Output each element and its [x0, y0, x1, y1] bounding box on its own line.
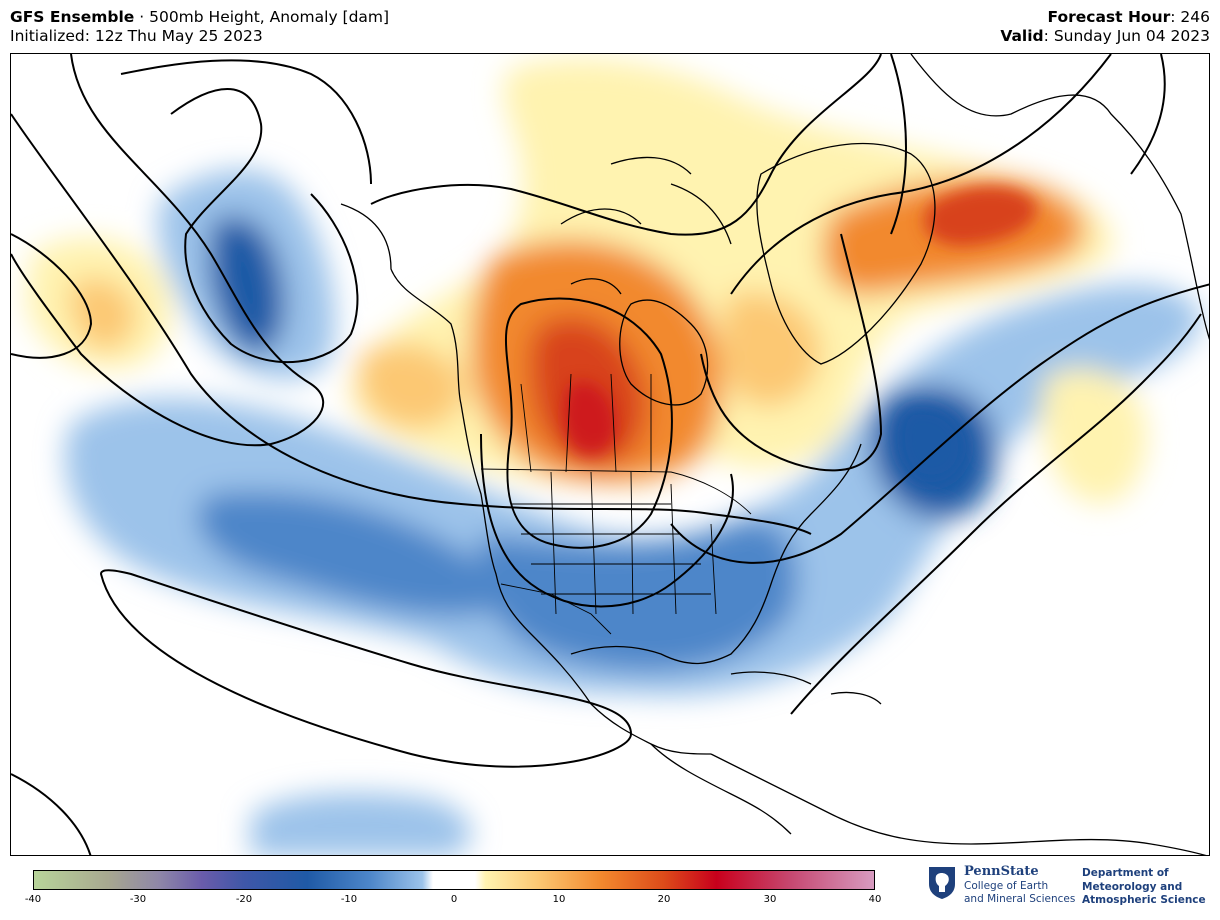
anomaly-map — [11, 54, 1209, 855]
header-left: GFS Ensemble · 500mb Height, Anomaly [da… — [10, 8, 389, 46]
positive-anomaly-bc — [358, 343, 464, 429]
colorbar-gradient — [34, 871, 874, 889]
colorbar-tick: 20 — [657, 894, 671, 905]
model-name: GFS Ensemble — [10, 8, 135, 26]
colorbar-tick: -40 — [24, 894, 42, 905]
height-contours — [11, 54, 1209, 855]
negative-anomaly-pacific-core — [197, 491, 504, 616]
logo-dept-line2: Meteorology and — [1082, 881, 1183, 893]
forecast-hour-value: : 246 — [1170, 8, 1210, 26]
positive-anomaly-greenland-core — [924, 186, 1037, 246]
valid-label: Valid — [1000, 27, 1044, 45]
coastline-arctic-islands — [560, 156, 732, 295]
positive-anomaly-canada-center — [563, 381, 616, 457]
colorbar-tick: -30 — [129, 894, 147, 905]
coastlines — [340, 54, 1209, 855]
height-contour — [1130, 54, 1166, 175]
nittany-lion-shield-icon — [929, 867, 955, 899]
logo-dept-line1: Department of — [1082, 867, 1169, 879]
negative-anomaly-alaska-core — [209, 216, 285, 354]
init-time: Initialized: 12z Thu May 25 2023 — [10, 27, 263, 45]
coastline-greenland — [756, 143, 936, 365]
logo-college-line2: and Mineral Sciences — [964, 893, 1076, 905]
colorbar-tick: -10 — [340, 894, 358, 905]
border-us-canada — [480, 468, 752, 515]
height-contour — [170, 88, 359, 364]
anomaly-shading — [26, 58, 1202, 855]
height-contour — [11, 233, 93, 359]
height-contour — [11, 113, 812, 535]
positive-anomaly-west-core — [69, 278, 136, 350]
coastline-gulf — [570, 443, 862, 665]
pennstate-logo: PennState College of Earth and Mineral S… — [928, 864, 1208, 910]
coastline-europe — [910, 54, 1209, 340]
height-contour — [370, 54, 882, 236]
title-line: GFS Ensemble · 500mb Height, Anomaly [da… — [10, 8, 389, 27]
map-panel — [10, 53, 1210, 856]
border-states — [511, 471, 717, 615]
colorbar-tick: -20 — [235, 894, 253, 905]
header-right: Forecast Hour: 246 Valid: Sunday Jun 04 … — [1000, 8, 1210, 46]
coastline-hudson-bay — [619, 299, 709, 406]
political-borders — [480, 373, 752, 635]
coastline-north-america — [340, 203, 712, 755]
height-contour — [790, 313, 1202, 715]
title-separator: · — [134, 8, 150, 26]
border-us-mexico — [500, 583, 612, 635]
colorbar-tick: 0 — [450, 894, 458, 905]
height-contour — [504, 297, 673, 549]
forecast-hour-label: Forecast Hour — [1047, 8, 1171, 26]
positive-anomaly-hudson — [720, 292, 821, 407]
negative-anomaly-tropics — [251, 792, 472, 855]
height-contour — [11, 773, 92, 855]
valid-value: : Sunday Jun 04 2023 — [1043, 27, 1210, 45]
height-contour — [890, 54, 907, 235]
height-contour — [99, 569, 633, 768]
coastline-central-america — [650, 743, 792, 835]
logo-university-name: PennState — [964, 864, 1039, 879]
valid-line: Valid: Sunday Jun 04 2023 — [1000, 27, 1210, 46]
negative-anomaly-atlantic-center — [897, 406, 966, 483]
border-provinces — [520, 373, 652, 473]
coastline-caribbean — [730, 671, 882, 705]
colorbar-tick: 30 — [763, 894, 777, 905]
height-contour — [120, 59, 372, 185]
logo-dept-line3: Atmospheric Science — [1082, 894, 1206, 906]
positive-anomaly-atlantic — [1042, 368, 1147, 504]
coastline-south-america — [710, 753, 1207, 855]
height-contour — [730, 54, 1112, 295]
product-name: 500mb Height, Anomaly [dam] — [149, 8, 390, 26]
logo-college-line1: College of Earth — [964, 880, 1049, 892]
colorbar-tick: 40 — [868, 894, 882, 905]
colorbar-tick: 10 — [552, 894, 566, 905]
height-contour — [11, 54, 325, 447]
forecast-hour-line: Forecast Hour: 246 — [1000, 8, 1210, 27]
height-contour — [480, 433, 734, 608]
height-contour — [670, 283, 1209, 564]
anomaly-cores — [563, 186, 1037, 483]
colorbar — [33, 870, 875, 890]
